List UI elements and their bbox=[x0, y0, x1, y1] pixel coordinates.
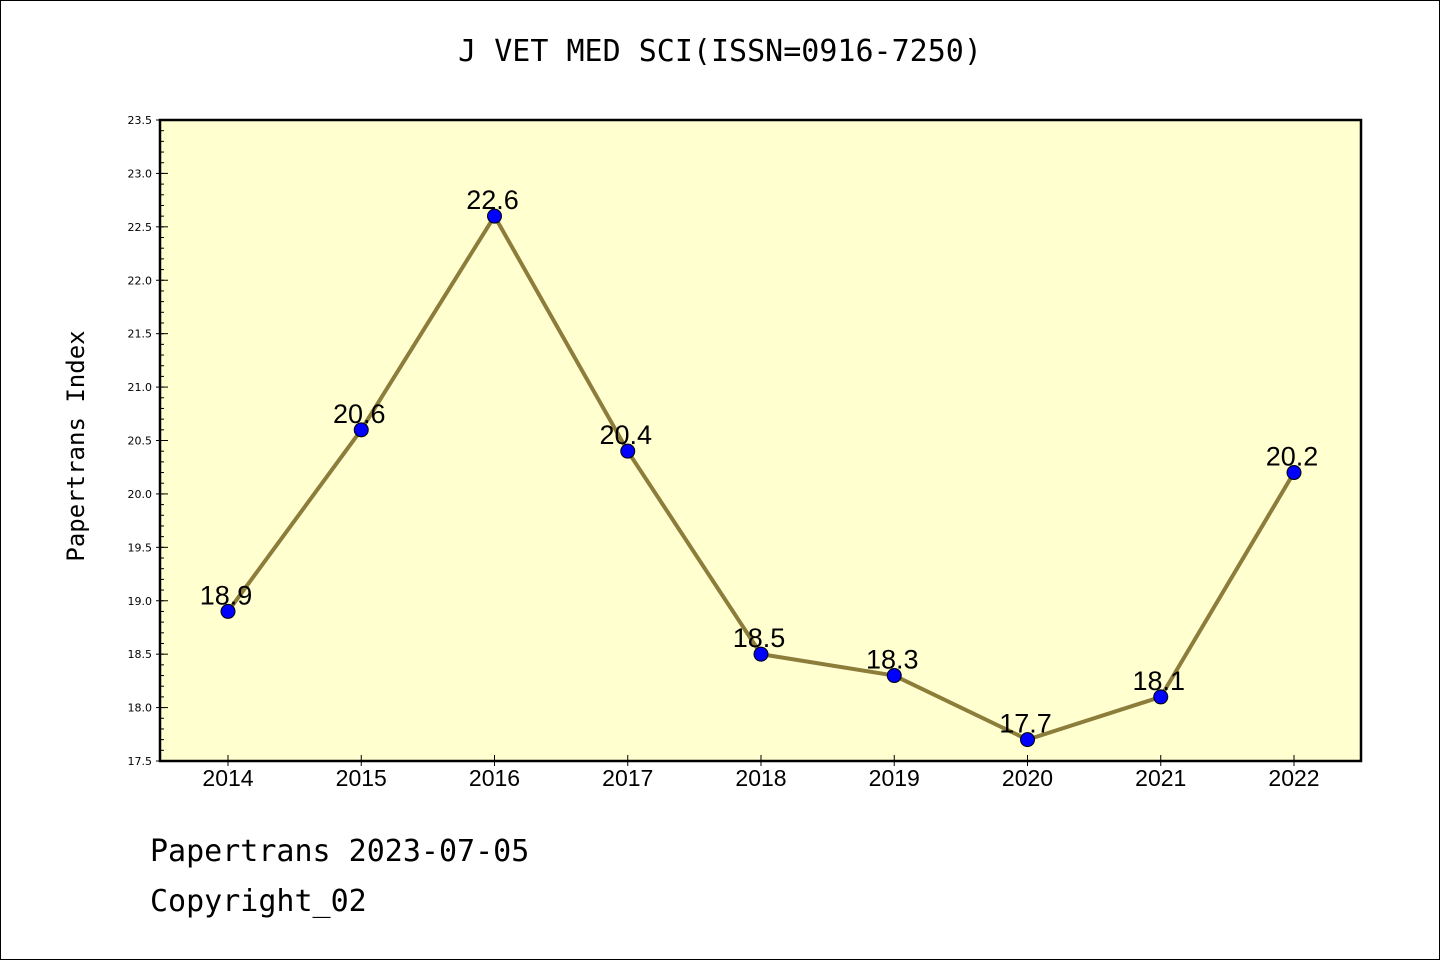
data-point bbox=[1286, 465, 1302, 481]
data-label: 22.6 bbox=[466, 185, 519, 215]
y-tick-label: 22.5 bbox=[128, 221, 153, 234]
y-tick-label: 18.5 bbox=[128, 648, 153, 661]
x-tick-label: 2018 bbox=[735, 765, 786, 791]
data-point bbox=[220, 603, 236, 619]
plot-border bbox=[158, 118, 1363, 763]
y-tick-label: 23.5 bbox=[128, 114, 153, 127]
data-label: 18.3 bbox=[866, 645, 919, 675]
data-label: 18.9 bbox=[200, 580, 253, 610]
data-label: 18.1 bbox=[1132, 666, 1185, 696]
x-tick-label: 2020 bbox=[1002, 765, 1053, 791]
y-tick-label: 20.0 bbox=[128, 488, 153, 501]
x-tick-label: 2022 bbox=[1268, 765, 1319, 791]
data-point bbox=[620, 443, 636, 459]
y-tick-label: 21.0 bbox=[128, 381, 153, 394]
data-label: 20.2 bbox=[1266, 442, 1319, 472]
x-tick-label: 2021 bbox=[1135, 765, 1186, 791]
y-tick-label: 17.5 bbox=[128, 755, 153, 768]
data-point bbox=[886, 668, 902, 684]
y-tick-label: 23.0 bbox=[128, 167, 153, 180]
data-point bbox=[487, 208, 502, 224]
x-tick-label: 2016 bbox=[469, 765, 520, 791]
y-tick-label: 21.5 bbox=[128, 328, 153, 341]
y-tick-label: 20.5 bbox=[128, 435, 153, 448]
data-label: 20.6 bbox=[333, 399, 386, 429]
y-tick-label: 19.0 bbox=[128, 595, 153, 608]
data-point bbox=[1020, 732, 1035, 748]
footer-date: Papertrans 2023-07-05 bbox=[150, 834, 530, 869]
x-tick-label: 2014 bbox=[202, 765, 253, 791]
y-tick-label: 19.5 bbox=[128, 541, 153, 554]
data-label: 20.4 bbox=[599, 420, 652, 450]
x-tick-label: 2015 bbox=[336, 765, 387, 791]
data-label: 17.7 bbox=[999, 709, 1052, 739]
x-tick-label: 2019 bbox=[869, 765, 920, 791]
footer-copyright: Copyright_02 bbox=[150, 884, 367, 919]
chart-title: J VET MED SCI(ISSN=0916-7250) bbox=[458, 34, 982, 69]
data-point bbox=[1153, 689, 1169, 705]
y-tick-label: 18.0 bbox=[128, 702, 153, 715]
data-point bbox=[353, 422, 369, 438]
data-point bbox=[753, 646, 769, 662]
x-tick-label: 2017 bbox=[602, 765, 653, 791]
data-label: 18.5 bbox=[733, 623, 786, 653]
y-tick-label: 22.0 bbox=[128, 274, 153, 287]
